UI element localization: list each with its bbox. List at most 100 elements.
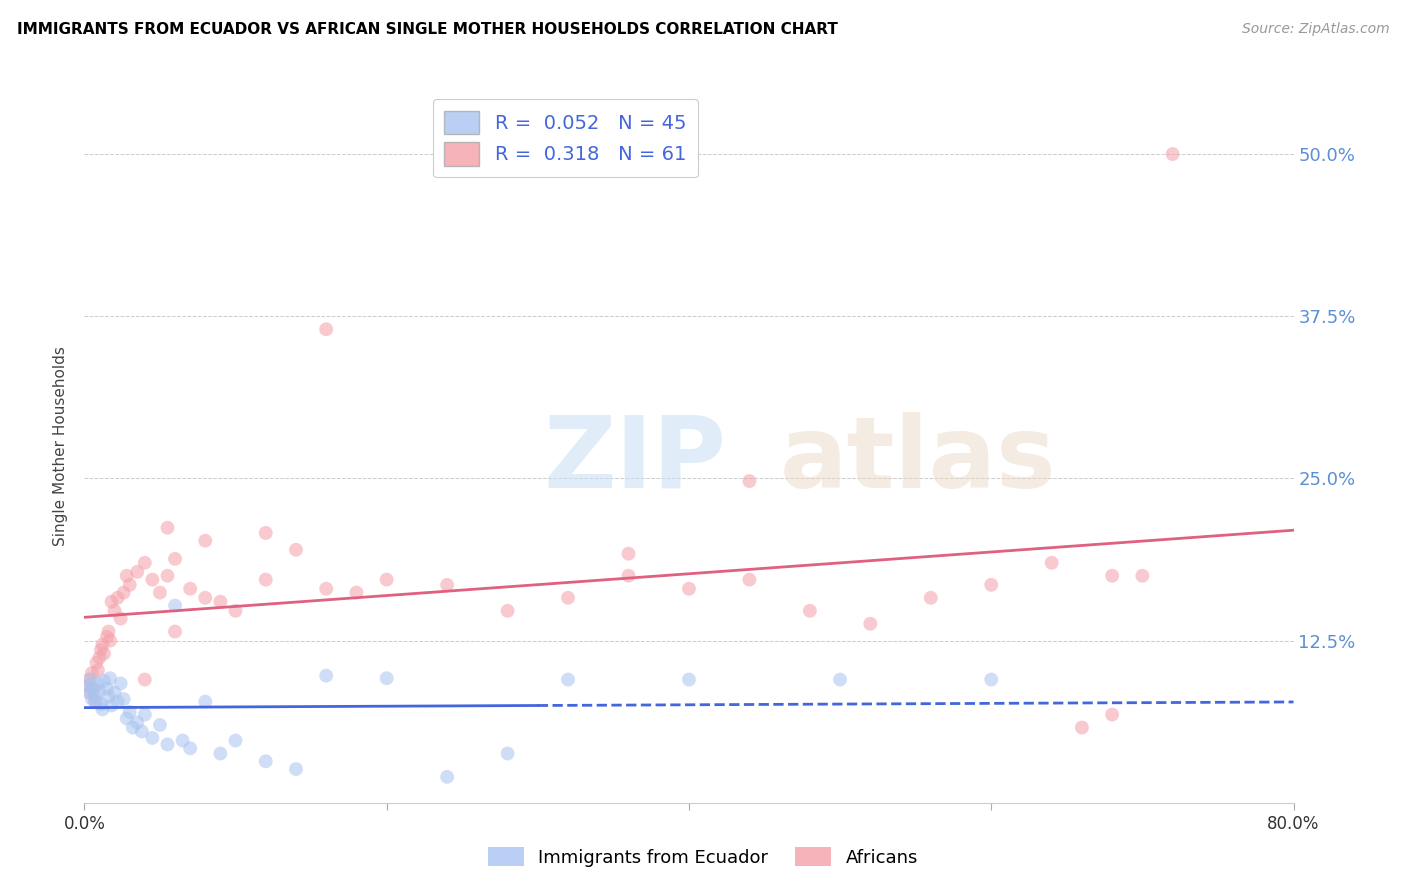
Point [920, 591, 942, 605]
Point [557, 673, 579, 687]
Point [118, 578, 141, 592]
Point [118, 705, 141, 719]
Point [1101, 707, 1123, 722]
Point [254, 573, 277, 587]
Point [110, 611, 132, 625]
Point [156, 738, 179, 752]
Point [172, 733, 194, 747]
Point [127, 715, 149, 730]
Point [678, 582, 700, 596]
Point [830, 673, 852, 687]
Point [84, 695, 107, 709]
Point [209, 595, 232, 609]
Point [346, 585, 368, 599]
Point [112, 585, 135, 599]
Point [209, 747, 232, 761]
Point [89, 684, 111, 698]
Point [98, 671, 121, 685]
Point [859, 616, 882, 631]
Legend: R =  0.052   N = 45, R =  0.318   N = 61: R = 0.052 N = 45, R = 0.318 N = 61 [433, 99, 697, 178]
Point [96, 630, 118, 644]
Point [738, 573, 761, 587]
Point [1101, 568, 1123, 582]
Point [179, 582, 201, 596]
Point [1071, 721, 1094, 735]
Point [557, 591, 579, 605]
Point [107, 591, 129, 605]
Point [141, 731, 163, 745]
Point [225, 604, 247, 618]
Point [87, 676, 110, 690]
Point [134, 556, 156, 570]
Text: ZIP: ZIP [544, 412, 727, 508]
Point [375, 671, 398, 685]
Point [77, 673, 100, 687]
Point [194, 695, 217, 709]
Point [1161, 147, 1184, 161]
Point [496, 747, 519, 761]
Legend: Immigrants from Ecuador, Africans: Immigrants from Ecuador, Africans [481, 840, 925, 874]
Point [738, 474, 761, 488]
Point [107, 695, 129, 709]
Point [86, 656, 108, 670]
Text: IMMIGRANTS FROM ECUADOR VS AFRICAN SINGLE MOTHER HOUSEHOLDS CORRELATION CHART: IMMIGRANTS FROM ECUADOR VS AFRICAN SINGL… [17, 22, 838, 37]
Point [82, 681, 104, 696]
Point [165, 624, 187, 639]
Point [82, 681, 104, 696]
Point [980, 578, 1002, 592]
Point [80, 666, 103, 681]
Point [90, 697, 112, 711]
Text: Source: ZipAtlas.com: Source: ZipAtlas.com [1241, 22, 1389, 37]
Point [285, 762, 308, 776]
Point [156, 568, 179, 582]
Point [91, 702, 114, 716]
Point [79, 673, 101, 687]
Point [91, 638, 114, 652]
Point [165, 599, 187, 613]
Point [134, 707, 156, 722]
Point [134, 673, 156, 687]
Point [104, 685, 127, 699]
Point [89, 650, 111, 665]
Point [87, 664, 110, 678]
Point [1130, 568, 1153, 582]
Point [375, 573, 398, 587]
Point [254, 754, 277, 768]
Point [799, 604, 821, 618]
Point [93, 647, 115, 661]
Point [96, 681, 118, 696]
Point [115, 711, 138, 725]
Point [76, 679, 98, 693]
Point [131, 724, 153, 739]
Text: atlas: atlas [780, 412, 1056, 508]
Point [80, 692, 103, 706]
Point [98, 633, 121, 648]
Point [1040, 556, 1063, 570]
Point [436, 578, 458, 592]
Point [104, 604, 127, 618]
Point [194, 591, 217, 605]
Point [77, 685, 100, 699]
Point [315, 322, 337, 336]
Point [110, 676, 132, 690]
Point [90, 642, 112, 657]
Point [156, 521, 179, 535]
Point [149, 718, 172, 732]
Point [617, 547, 640, 561]
Point [617, 568, 640, 582]
Point [79, 685, 101, 699]
Point [285, 542, 308, 557]
Point [115, 568, 138, 582]
Point [93, 673, 115, 688]
Y-axis label: Single Mother Households: Single Mother Households [53, 346, 69, 546]
Point [678, 673, 700, 687]
Point [980, 673, 1002, 687]
Point [179, 741, 201, 756]
Point [165, 552, 187, 566]
Point [97, 624, 120, 639]
Point [86, 695, 108, 709]
Point [100, 595, 122, 609]
Point [194, 533, 217, 548]
Point [315, 668, 337, 682]
Point [254, 525, 277, 540]
